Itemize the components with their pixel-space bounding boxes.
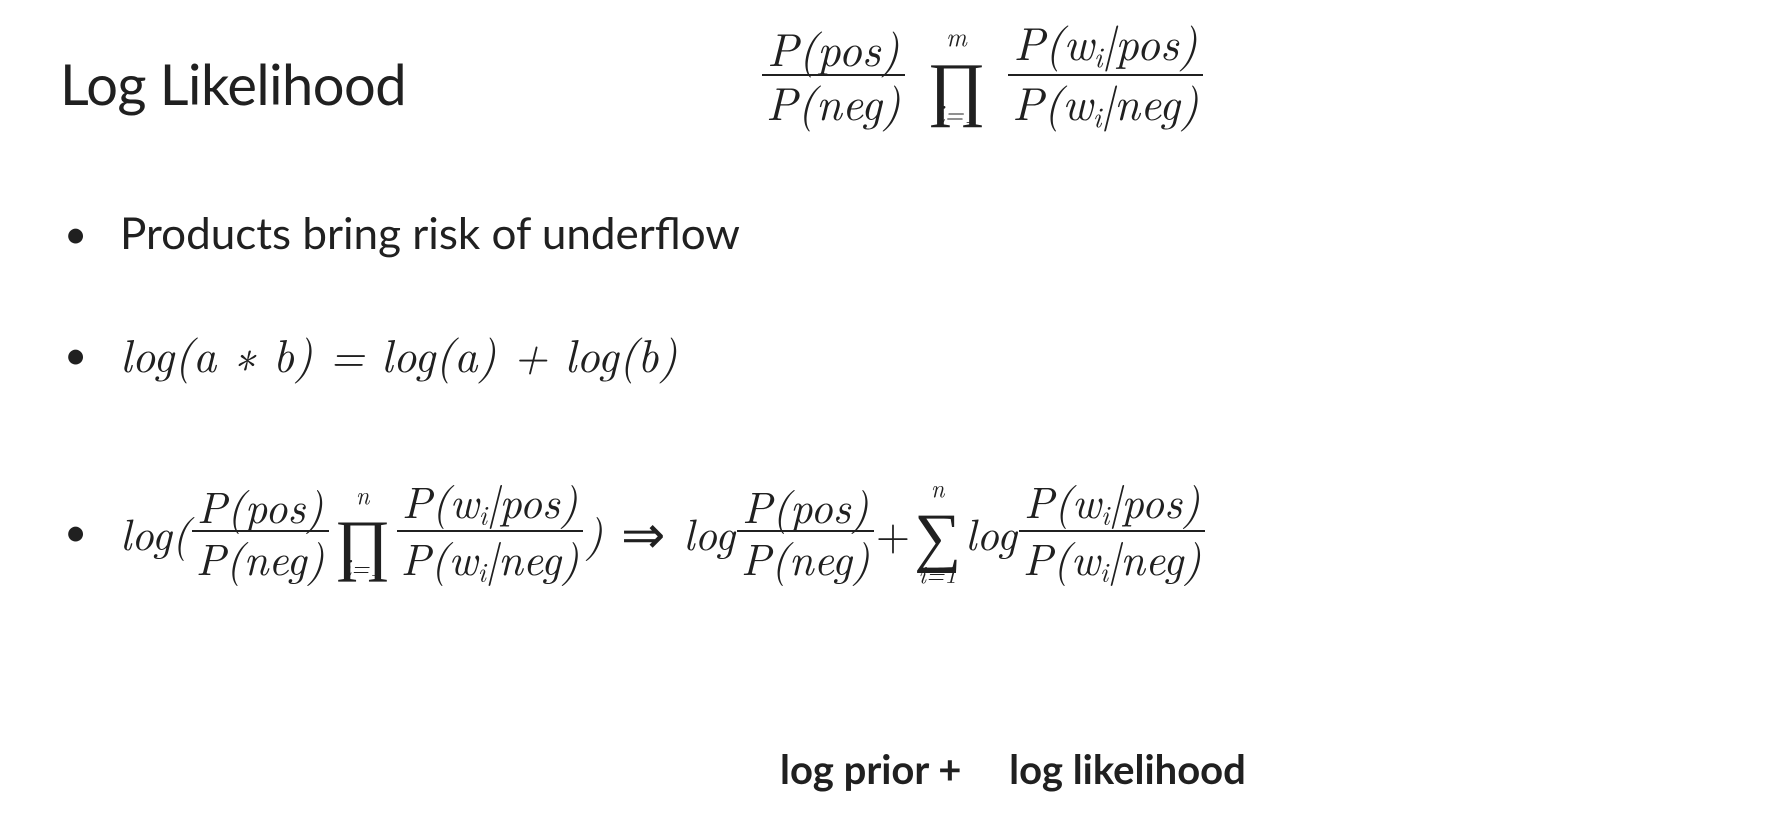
product-lower: i=1 — [936, 101, 976, 126]
bullet-1-text: Products bring risk of underflow — [120, 207, 1721, 259]
lhs-likelihood-ratio: P(wi|pos) P(wi|neg) — [397, 477, 583, 586]
implies-arrow-icon: ⇒ — [621, 494, 665, 569]
top-formula: P(pos) P(neg) m ∏ i=1 P(wi|pos) P(wi|neg… — [760, 18, 1205, 132]
rna: P(w — [1024, 468, 1101, 531]
product-operator: m ∏ i=1 — [927, 24, 986, 126]
lhs-prior-num: P(pos) — [193, 482, 328, 530]
bullet-1: • Products bring risk of underflow — [60, 207, 1721, 259]
plus-label-text: + — [938, 745, 961, 793]
rda: P(w — [1023, 525, 1100, 588]
lhs-like-den: P(wi|neg) — [397, 530, 583, 585]
plus-sign: + — [876, 500, 910, 563]
log-likelihood-label: log likelihood — [1009, 745, 1246, 793]
rhs-like-num: P(wi|pos) — [1020, 477, 1204, 530]
log-open: log( — [120, 500, 190, 563]
like-den-b: |neg) — [1101, 69, 1198, 134]
lda: P(w — [401, 525, 478, 588]
like-num-b: |pos) — [1103, 9, 1198, 74]
close-paren: ) — [585, 500, 603, 563]
rhs-like-den: P(wi|neg) — [1019, 530, 1205, 585]
bullet-dot-icon: • — [60, 213, 120, 253]
likelihood-numerator: P(wi|pos) — [1009, 18, 1201, 74]
bullet-2: • log(a ∗ b) = log(a) + log(b) — [60, 321, 1721, 386]
lhs-product-operator: n ∏ i=1 — [335, 483, 391, 580]
prior-denominator: P(neg) — [762, 74, 905, 126]
bullet-2-formula: log(a ∗ b) = log(a) + log(b) — [120, 321, 1721, 386]
lhs-like-num: P(wi|pos) — [398, 477, 582, 530]
rhs-log-2: log — [965, 500, 1017, 563]
rhs-likelihood-ratio: P(wi|pos) P(wi|neg) — [1019, 477, 1205, 586]
lhs-prior-ratio: P(pos) P(neg) — [192, 482, 329, 580]
sum-operator: n ∑ i=1 — [914, 476, 961, 586]
rhs-prior-ratio: P(pos) P(neg) — [737, 482, 874, 580]
ldb: |neg) — [486, 525, 579, 588]
lhs-prior-den: P(neg) — [192, 530, 329, 580]
bullet-3: • log( P(pos) P(neg) n ∏ i=1 P(wi|pos) P… — [60, 476, 1721, 586]
lnb: |pos) — [487, 468, 578, 531]
prior-ratio: P(pos) P(neg) — [762, 24, 905, 127]
annotation-labels: log prior + log likelihood — [780, 745, 1246, 793]
rdb: |neg) — [1108, 525, 1201, 588]
rhs-log-1: log — [683, 500, 735, 563]
lna: P(w — [402, 468, 479, 531]
likelihood-ratio: P(wi|pos) P(wi|neg) — [1008, 18, 1202, 132]
rdi: i — [1100, 552, 1108, 590]
rpd: P(neg) — [737, 530, 874, 580]
like-den-a: P(w — [1012, 69, 1093, 134]
rpn: P(pos) — [738, 482, 873, 530]
bullet-dot-icon: • — [60, 511, 120, 551]
bullet-dot-icon: • — [60, 334, 120, 374]
sum-lower: i=1 — [918, 562, 956, 586]
ldi: i — [478, 552, 486, 590]
bullet-3-formula: log( P(pos) P(neg) n ∏ i=1 P(wi|pos) P(w… — [120, 476, 1721, 586]
like-num-a: P(w — [1013, 9, 1094, 74]
prior-numerator: P(pos) — [763, 24, 903, 74]
likelihood-denominator: P(wi|neg) — [1008, 74, 1202, 132]
log-prior-label: log prior — [780, 745, 928, 793]
rnb: |pos) — [1109, 468, 1200, 531]
lhs-prod-lower: i=1 — [343, 555, 381, 579]
bullet-list: • Products bring risk of underflow • log… — [60, 207, 1721, 586]
